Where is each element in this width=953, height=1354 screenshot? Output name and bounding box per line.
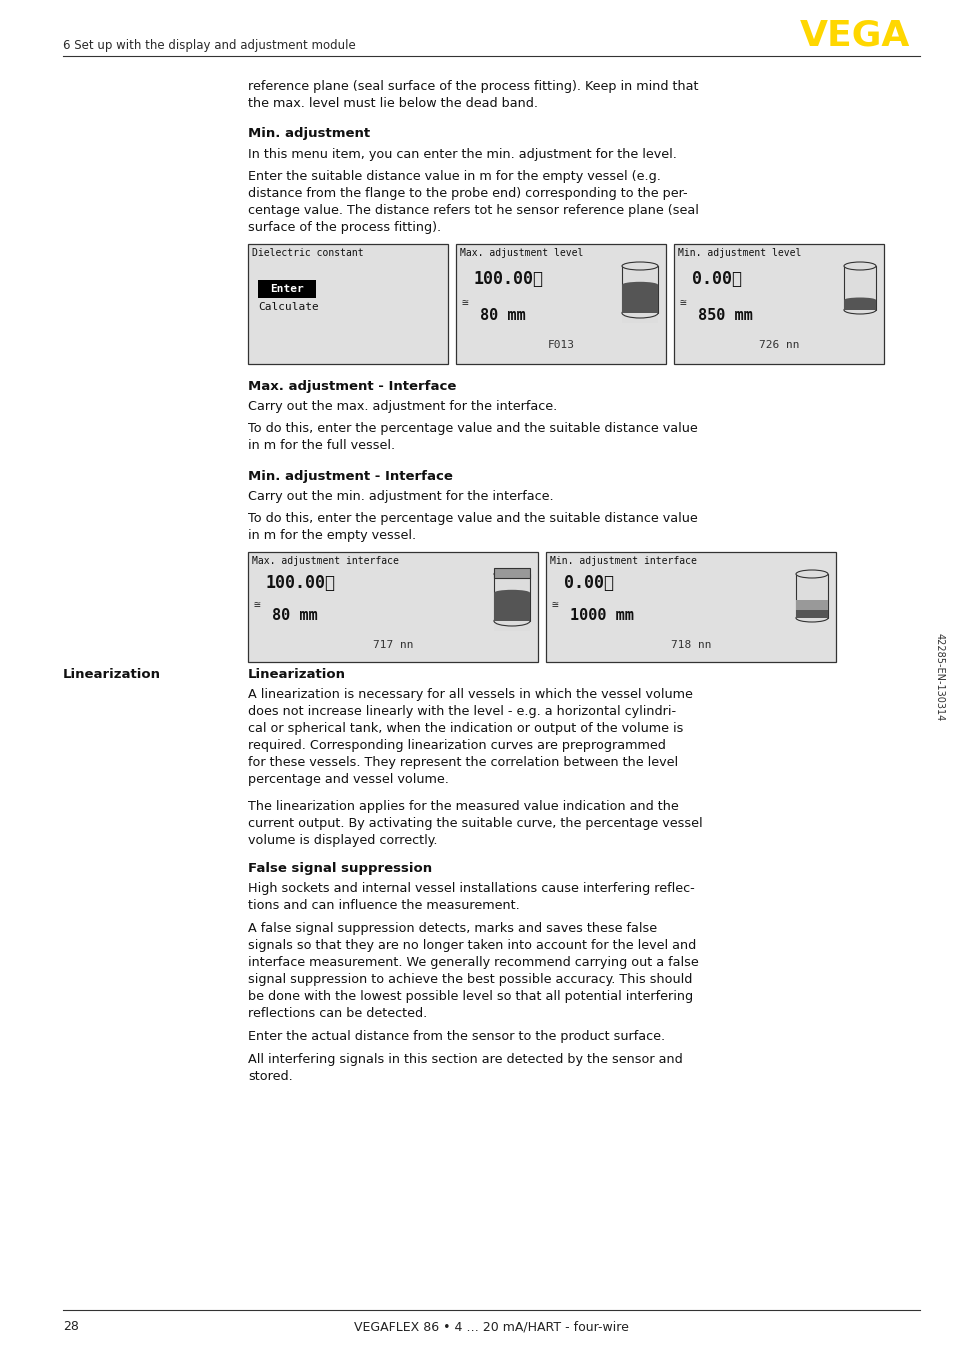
Text: 28: 28 — [63, 1320, 79, 1332]
Text: the max. level must lie below the dead band.: the max. level must lie below the dead b… — [248, 97, 537, 110]
Bar — [795, 574, 827, 617]
Text: cal or spherical tank, when the indication or output of the volume is: cal or spherical tank, when the indicati… — [248, 722, 682, 735]
Text: ≅: ≅ — [679, 297, 686, 307]
Text: Enter the suitable distance value in m for the empty vessel (e.g.: Enter the suitable distance value in m f… — [248, 171, 660, 183]
Text: False signal suppression: False signal suppression — [248, 862, 432, 875]
Text: 1000 mm: 1000 mm — [569, 608, 633, 623]
Text: interface measurement. We generally recommend carrying out a false: interface measurement. We generally reco… — [248, 956, 698, 969]
Text: ≅: ≅ — [461, 297, 468, 307]
Text: VEGAFLEX 86 • 4 … 20 mA/HART - four-wire: VEGAFLEX 86 • 4 … 20 mA/HART - four-wire — [354, 1320, 628, 1332]
Bar — [621, 265, 658, 313]
Ellipse shape — [494, 616, 530, 626]
Text: in m for the full vessel.: in m for the full vessel. — [248, 439, 395, 452]
Text: Enter: Enter — [270, 284, 304, 294]
Bar — [795, 600, 827, 611]
Text: VEGA: VEGA — [799, 18, 909, 51]
Bar — [621, 284, 658, 313]
Text: F013: F013 — [547, 340, 574, 349]
Text: To do this, enter the percentage value and the suitable distance value: To do this, enter the percentage value a… — [248, 422, 697, 435]
Text: Min. adjustment level: Min. adjustment level — [678, 248, 801, 259]
Text: 6 Set up with the display and adjustment module: 6 Set up with the display and adjustment… — [63, 39, 355, 51]
Text: 100.00‧: 100.00‧ — [266, 574, 335, 592]
Text: All interfering signals in this section are detected by the sensor and: All interfering signals in this section … — [248, 1053, 682, 1066]
Text: centage value. The distance refers tot he sensor reference plane (seal: centage value. The distance refers tot h… — [248, 204, 699, 217]
Bar — [494, 574, 530, 621]
Text: Max. adjustment level: Max. adjustment level — [459, 248, 583, 259]
Text: Min. adjustment - Interface: Min. adjustment - Interface — [248, 470, 453, 483]
Ellipse shape — [795, 613, 827, 621]
Text: Carry out the min. adjustment for the interface.: Carry out the min. adjustment for the in… — [248, 490, 553, 502]
Text: Linearization: Linearization — [63, 668, 161, 681]
Text: 0.00‧: 0.00‧ — [691, 269, 741, 288]
Ellipse shape — [621, 307, 658, 318]
Text: Max. adjustment - Interface: Max. adjustment - Interface — [248, 380, 456, 393]
Text: volume is displayed correctly.: volume is displayed correctly. — [248, 834, 437, 848]
Bar — [456, 244, 665, 364]
Text: 717 nn: 717 nn — [373, 640, 413, 650]
Bar — [795, 608, 827, 617]
Text: Dielectric constant: Dielectric constant — [252, 248, 363, 259]
Text: 80 mm: 80 mm — [479, 307, 525, 324]
Text: be done with the lowest possible level so that all potential interfering: be done with the lowest possible level s… — [248, 990, 693, 1003]
Text: Carry out the max. adjustment for the interface.: Carry out the max. adjustment for the in… — [248, 399, 557, 413]
Bar — [248, 244, 448, 364]
Text: Min. adjustment: Min. adjustment — [248, 127, 370, 139]
Text: 850 mm: 850 mm — [698, 307, 752, 324]
Text: 100.00‧: 100.00‧ — [474, 269, 543, 288]
Bar — [494, 567, 530, 578]
Text: required. Corresponding linearization curves are preprogrammed: required. Corresponding linearization cu… — [248, 739, 665, 751]
Text: current output. By activating the suitable curve, the percentage vessel: current output. By activating the suitab… — [248, 816, 702, 830]
Text: 0.00‧: 0.00‧ — [563, 574, 614, 592]
Bar — [545, 552, 835, 662]
Polygon shape — [621, 313, 658, 324]
Bar — [257, 280, 315, 298]
Text: To do this, enter the percentage value and the suitable distance value: To do this, enter the percentage value a… — [248, 512, 697, 525]
Text: 42285-EN-130314: 42285-EN-130314 — [934, 632, 944, 722]
Ellipse shape — [494, 590, 530, 596]
Ellipse shape — [621, 282, 658, 288]
Text: does not increase linearly with the level - e.g. a horizontal cylindri-: does not increase linearly with the leve… — [248, 705, 676, 718]
Polygon shape — [494, 621, 530, 631]
Bar — [843, 265, 875, 310]
Text: signal suppression to achieve the best possible accuracy. This should: signal suppression to achieve the best p… — [248, 974, 692, 986]
Ellipse shape — [843, 298, 875, 302]
Text: A false signal suppression detects, marks and saves these false: A false signal suppression detects, mark… — [248, 922, 657, 936]
Text: distance from the flange to the probe end) corresponding to the per-: distance from the flange to the probe en… — [248, 187, 687, 200]
Bar — [673, 244, 883, 364]
Ellipse shape — [843, 263, 875, 269]
Text: ≅: ≅ — [552, 598, 558, 609]
Text: High sockets and internal vessel installations cause interfering reflec-: High sockets and internal vessel install… — [248, 881, 694, 895]
Text: Enter the actual distance from the sensor to the product surface.: Enter the actual distance from the senso… — [248, 1030, 664, 1043]
Text: A linearization is necessary for all vessels in which the vessel volume: A linearization is necessary for all ves… — [248, 688, 692, 701]
Text: stored.: stored. — [248, 1070, 293, 1083]
Text: ≅: ≅ — [253, 598, 260, 609]
Bar — [494, 593, 530, 621]
Text: percentage and vessel volume.: percentage and vessel volume. — [248, 773, 449, 787]
Ellipse shape — [494, 570, 530, 578]
Text: 726 nn: 726 nn — [758, 340, 799, 349]
Text: surface of the process fitting).: surface of the process fitting). — [248, 221, 440, 234]
Text: 718 nn: 718 nn — [670, 640, 711, 650]
Ellipse shape — [843, 306, 875, 314]
Text: Linearization: Linearization — [248, 668, 346, 681]
Text: reference plane (seal surface of the process fitting). Keep in mind that: reference plane (seal surface of the pro… — [248, 80, 698, 93]
Bar — [843, 301, 875, 310]
Ellipse shape — [621, 263, 658, 269]
Ellipse shape — [795, 605, 827, 611]
Text: for these vessels. They represent the correlation between the level: for these vessels. They represent the co… — [248, 756, 678, 769]
Bar — [248, 552, 537, 662]
Text: Max. adjustment interface: Max. adjustment interface — [252, 556, 398, 566]
Text: in m for the empty vessel.: in m for the empty vessel. — [248, 529, 416, 542]
Text: The linearization applies for the measured value indication and the: The linearization applies for the measur… — [248, 800, 678, 812]
Text: tions and can influence the measurement.: tions and can influence the measurement. — [248, 899, 519, 913]
Text: 80 mm: 80 mm — [272, 608, 317, 623]
Text: signals so that they are no longer taken into account for the level and: signals so that they are no longer taken… — [248, 940, 696, 952]
Text: reflections can be detected.: reflections can be detected. — [248, 1007, 427, 1020]
Text: In this menu item, you can enter the min. adjustment for the level.: In this menu item, you can enter the min… — [248, 148, 677, 161]
Text: Calculate: Calculate — [257, 302, 318, 311]
Text: Min. adjustment interface: Min. adjustment interface — [550, 556, 696, 566]
Ellipse shape — [795, 570, 827, 578]
